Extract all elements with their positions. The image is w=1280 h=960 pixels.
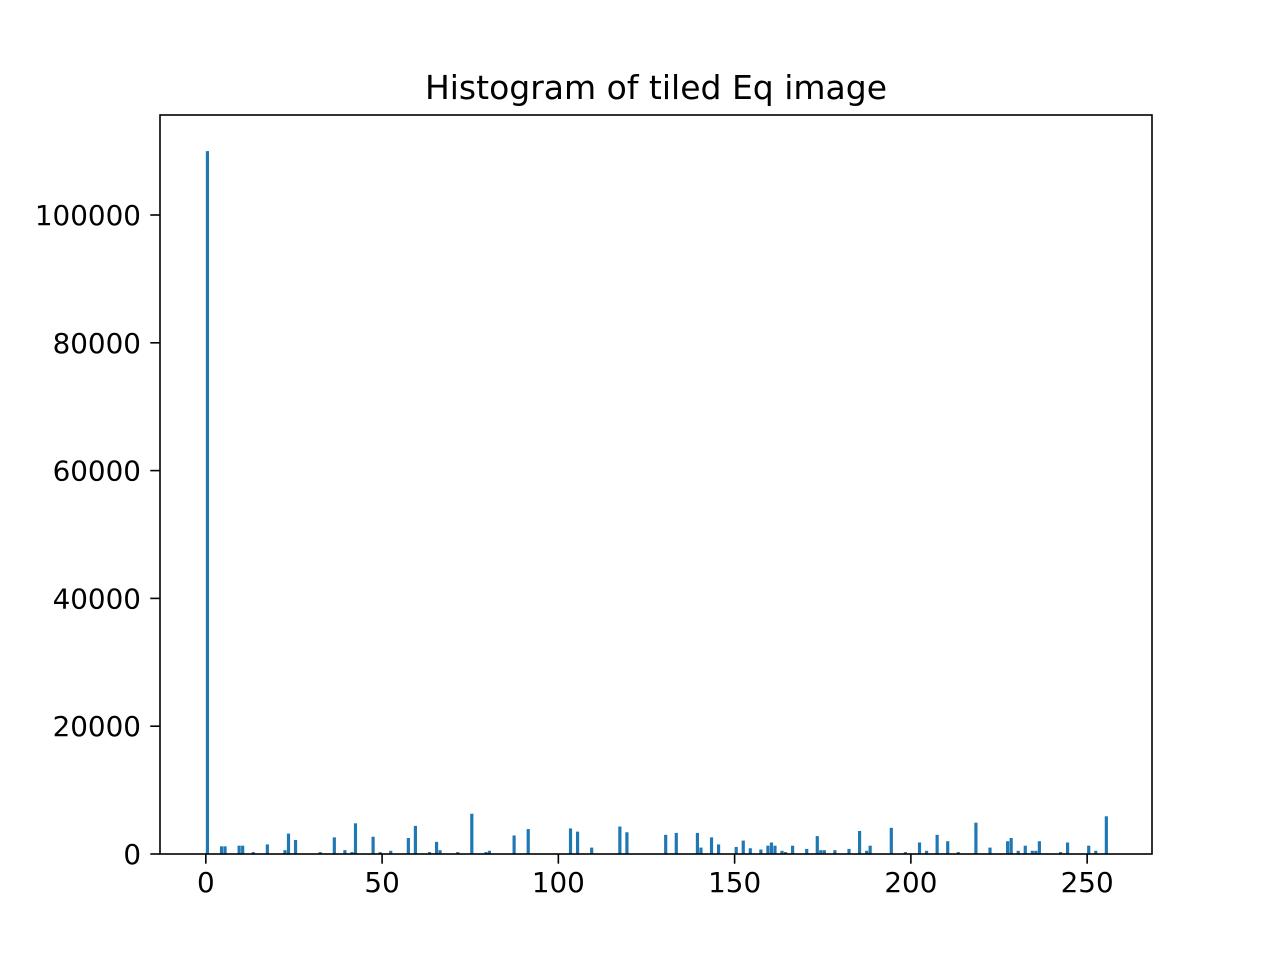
bar bbox=[664, 834, 668, 854]
bar bbox=[769, 842, 774, 854]
bar bbox=[780, 850, 784, 854]
bar bbox=[219, 846, 224, 854]
x-tick-label: 50 bbox=[364, 866, 399, 899]
bar bbox=[434, 841, 439, 854]
bar bbox=[237, 845, 241, 854]
bar bbox=[988, 847, 992, 854]
bar bbox=[748, 848, 752, 854]
bar bbox=[819, 850, 823, 854]
bar bbox=[766, 845, 770, 854]
bar bbox=[773, 845, 777, 854]
bar bbox=[625, 832, 629, 854]
bar bbox=[917, 842, 922, 854]
bar bbox=[815, 836, 819, 854]
axes-frame bbox=[159, 114, 1153, 855]
bar bbox=[1016, 850, 1020, 854]
bar bbox=[1030, 850, 1034, 854]
bar bbox=[1009, 838, 1013, 854]
bar bbox=[1023, 845, 1027, 854]
bar bbox=[956, 852, 960, 854]
bar bbox=[695, 832, 700, 854]
bar bbox=[783, 852, 788, 854]
bar bbox=[1087, 845, 1091, 854]
bar bbox=[805, 848, 809, 854]
bar bbox=[512, 835, 516, 854]
bar bbox=[332, 837, 336, 854]
bar bbox=[484, 852, 488, 854]
chart-title: Histogram of tiled Eq image bbox=[425, 68, 887, 107]
bar bbox=[1104, 816, 1108, 854]
bar bbox=[353, 823, 358, 854]
bar bbox=[223, 846, 227, 854]
bar bbox=[293, 839, 298, 854]
bar bbox=[741, 840, 745, 854]
bar bbox=[283, 850, 287, 854]
bar bbox=[618, 826, 622, 854]
bar bbox=[865, 850, 869, 854]
bar bbox=[389, 850, 393, 854]
bar bbox=[343, 850, 347, 854]
x-tick-label: 0 bbox=[197, 866, 215, 899]
y-tick-label: 80000 bbox=[53, 327, 141, 360]
bar bbox=[974, 822, 978, 854]
bar bbox=[241, 845, 245, 854]
bar bbox=[1094, 850, 1098, 854]
bar bbox=[822, 850, 826, 854]
bar bbox=[575, 831, 580, 854]
bar bbox=[318, 852, 322, 854]
bar bbox=[734, 846, 738, 854]
bar bbox=[903, 852, 907, 854]
y-tick-label: 0 bbox=[123, 838, 141, 871]
bar bbox=[791, 845, 795, 854]
bar bbox=[371, 836, 375, 854]
bar bbox=[590, 847, 594, 854]
bar bbox=[470, 813, 474, 854]
y-tick-label: 40000 bbox=[53, 582, 141, 615]
x-tick-label: 250 bbox=[1061, 866, 1114, 899]
bar bbox=[568, 828, 573, 854]
bar bbox=[265, 844, 269, 854]
bar bbox=[1065, 842, 1070, 854]
bar bbox=[857, 830, 862, 854]
bar bbox=[889, 827, 893, 854]
bar bbox=[1037, 841, 1041, 854]
bar bbox=[699, 847, 703, 854]
bar bbox=[709, 837, 714, 854]
bar bbox=[427, 852, 432, 854]
bar bbox=[946, 841, 950, 854]
bar bbox=[847, 848, 851, 854]
bar bbox=[716, 844, 721, 854]
bar bbox=[759, 849, 763, 854]
bar bbox=[378, 852, 382, 854]
bar bbox=[205, 151, 210, 854]
bar bbox=[674, 832, 678, 854]
bar bbox=[406, 838, 410, 854]
y-tick-label: 20000 bbox=[53, 710, 141, 743]
y-tick-label: 60000 bbox=[53, 455, 141, 488]
bar bbox=[456, 852, 460, 854]
x-tick-label: 150 bbox=[708, 866, 761, 899]
bar bbox=[924, 850, 929, 854]
bar bbox=[526, 829, 530, 854]
bar bbox=[487, 850, 492, 854]
bar bbox=[868, 845, 872, 854]
bar bbox=[935, 834, 939, 854]
bar bbox=[438, 850, 442, 854]
bar bbox=[1006, 841, 1010, 854]
bar bbox=[286, 833, 291, 854]
bar bbox=[833, 850, 837, 854]
y-tick-label: 100000 bbox=[35, 199, 141, 232]
bar bbox=[1034, 850, 1038, 854]
bar bbox=[413, 825, 417, 854]
bar bbox=[350, 852, 354, 854]
x-tick-label: 100 bbox=[532, 866, 585, 899]
bar bbox=[1058, 852, 1063, 854]
bar bbox=[251, 852, 255, 854]
x-tick-label: 200 bbox=[884, 866, 937, 899]
